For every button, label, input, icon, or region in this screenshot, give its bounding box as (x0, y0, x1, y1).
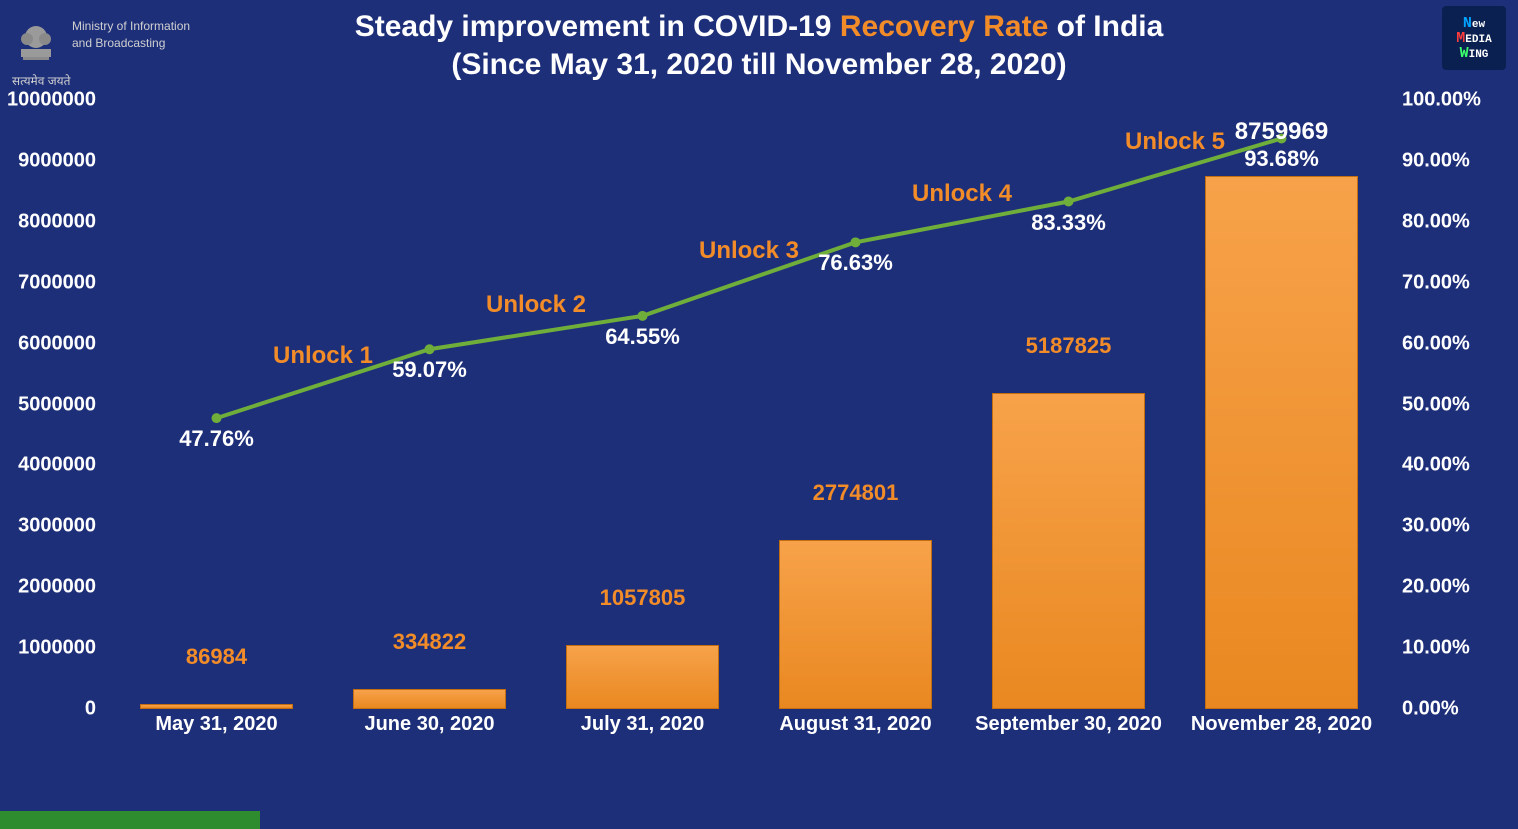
y1-tick: 8000000 (18, 210, 110, 233)
x-tick-label: November 28, 2020 (1175, 713, 1388, 736)
y1-tick: 2000000 (18, 576, 110, 599)
bar-value-label: 1057805 (536, 585, 749, 615)
y2-tick: 80.00% (1388, 210, 1470, 233)
y1-tick: 9000000 (18, 149, 110, 172)
unlock-phase-label: Unlock 2 (486, 291, 586, 319)
y2-tick: 0.00% (1388, 698, 1459, 721)
recovery-count-bar (566, 645, 719, 709)
unlock-phase-label: Unlock 5 (1125, 128, 1225, 156)
recovery-rate-pct-label: 76.63% (818, 250, 893, 276)
unlock-phase-label: Unlock 3 (699, 237, 799, 265)
recovery-rate-chart: 0100000020000003000000400000050000006000… (110, 100, 1388, 769)
y1-tick: 7000000 (18, 271, 110, 294)
y2-tick: 10.00% (1388, 637, 1470, 660)
y2-tick: 30.00% (1388, 515, 1470, 538)
bar-slot: 86984 (110, 100, 323, 709)
x-axis-labels: May 31, 2020June 30, 2020July 31, 2020Au… (110, 713, 1388, 769)
recovery-count-bar (353, 689, 506, 709)
x-tick-label: August 31, 2020 (749, 713, 962, 736)
x-tick-label: September 30, 2020 (962, 713, 1175, 736)
title-accent: Recovery Rate (840, 10, 1048, 43)
bar-value-label: 86984 (110, 644, 323, 674)
y1-tick: 4000000 (18, 454, 110, 477)
bar-slot: 1057805 (536, 100, 749, 709)
bar-value-label: 334822 (323, 629, 536, 659)
y1-tick: 5000000 (18, 393, 110, 416)
y2-tick: 90.00% (1388, 149, 1470, 172)
recovery-rate-pct-label: 47.76% (179, 426, 254, 452)
y1-tick: 0 (85, 698, 110, 721)
title-post: of India (1048, 10, 1163, 43)
bar-value-label: 2774801 (749, 480, 962, 510)
y2-tick: 70.00% (1388, 271, 1470, 294)
bar-slot (1175, 100, 1388, 709)
recovery-count-bar (992, 393, 1145, 709)
bar-value-label: 5187825 (962, 333, 1175, 363)
unlock-phase-label: Unlock 4 (912, 180, 1012, 208)
footer-green-strip (0, 811, 260, 829)
y2-tick: 20.00% (1388, 576, 1470, 599)
y1-tick: 10000000 (7, 89, 110, 112)
title-pre: Steady improvement in COVID-19 (355, 10, 840, 43)
unlock-phase-label: Unlock 1 (273, 342, 373, 370)
recovery-rate-pct-label: 64.55% (605, 324, 680, 350)
y1-tick: 6000000 (18, 332, 110, 355)
title-subline: (Since May 31, 2020 till November 28, 20… (0, 48, 1518, 82)
y1-tick: 1000000 (18, 637, 110, 660)
y2-tick: 100.00% (1388, 89, 1481, 112)
y2-tick: 50.00% (1388, 393, 1470, 416)
x-tick-label: June 30, 2020 (323, 713, 536, 736)
recovery-count-bar (779, 540, 932, 709)
bar-slot: 334822 (323, 100, 536, 709)
recovery-rate-pct-label: 83.33% (1031, 210, 1106, 236)
recovery-count-bar (1205, 176, 1358, 709)
y1-tick: 3000000 (18, 515, 110, 538)
recovery-rate-pct-label: 59.07% (392, 357, 467, 383)
x-tick-label: May 31, 2020 (110, 713, 323, 736)
last-bar-value-label: 8759969 (1235, 118, 1328, 146)
chart-title: Steady improvement in COVID-19 Recovery … (0, 10, 1518, 82)
y2-tick: 40.00% (1388, 454, 1470, 477)
plot-area: 0100000020000003000000400000050000006000… (110, 100, 1388, 709)
recovery-count-bar (140, 704, 293, 709)
y2-tick: 60.00% (1388, 332, 1470, 355)
recovery-rate-pct-label: 93.68% (1244, 146, 1319, 172)
x-tick-label: July 31, 2020 (536, 713, 749, 736)
